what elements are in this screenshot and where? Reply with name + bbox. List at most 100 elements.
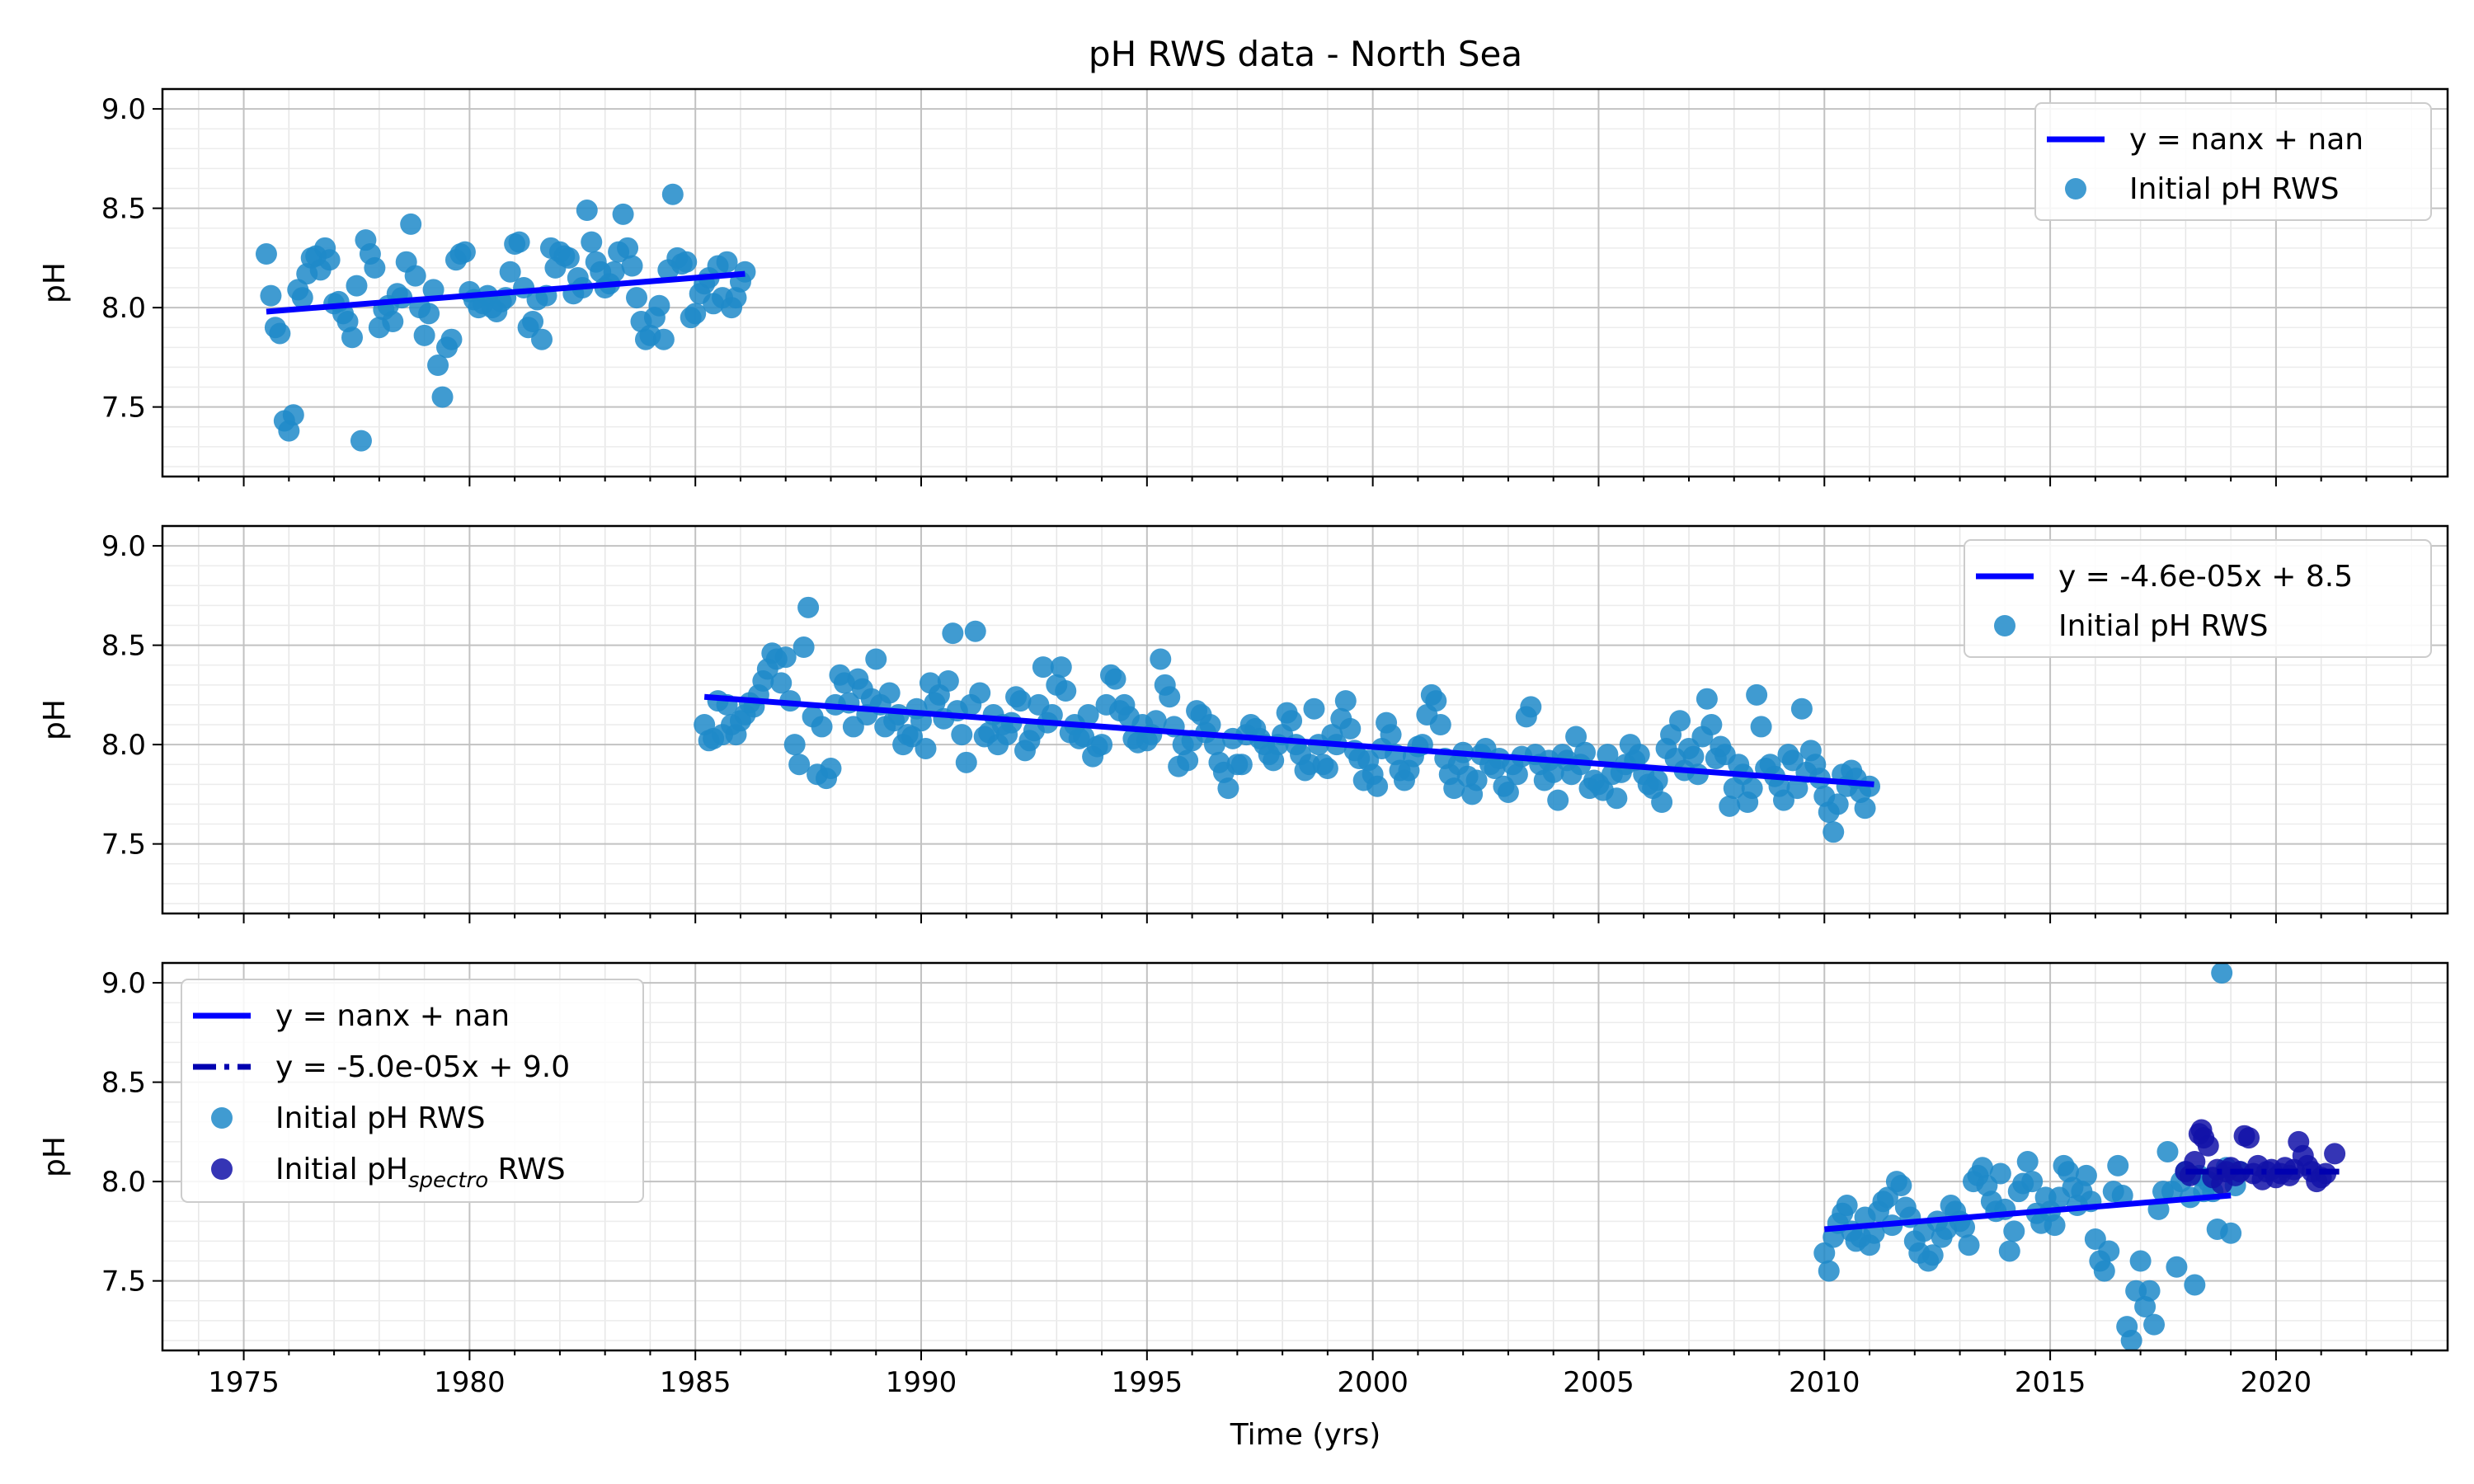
- data-point: [291, 287, 313, 309]
- data-point: [783, 734, 806, 756]
- data-point: [557, 247, 580, 269]
- series-initial-ph: [255, 183, 756, 452]
- data-point: [1104, 668, 1126, 690]
- data-point: [2016, 1151, 2039, 1173]
- data-point: [2220, 1222, 2242, 1244]
- data-point: [652, 328, 675, 350]
- legend-point-marker: [1994, 615, 2015, 636]
- data-point: [1597, 744, 1619, 766]
- legend: y = nanx + nan Initial pH RWS: [2034, 102, 2432, 221]
- data-point: [350, 430, 372, 452]
- data-point: [1746, 683, 1768, 706]
- data-point: [1628, 744, 1650, 766]
- y-tick-label: 8.5: [101, 193, 146, 226]
- y-tick-label: 8.0: [101, 1166, 146, 1199]
- data-point: [422, 279, 444, 301]
- axes-frame: [161, 524, 2449, 915]
- data-point: [2197, 1134, 2219, 1157]
- legend-label: Initial pH RWS: [2129, 172, 2339, 206]
- legend: y = nanx + nan y = -5.0e-05x + 9.0 Initial…: [181, 979, 644, 1203]
- data-point: [612, 203, 634, 225]
- data-point: [1854, 797, 1876, 819]
- data-point: [684, 303, 707, 325]
- data-point: [1823, 821, 1845, 843]
- data-point: [1050, 656, 1072, 679]
- data-point: [2143, 1313, 2166, 1336]
- y-tick-label: 8.0: [101, 729, 146, 762]
- data-point: [1230, 754, 1253, 776]
- data-point: [1077, 703, 1099, 726]
- data-point: [427, 355, 449, 377]
- data-point: [1159, 686, 1181, 708]
- data-point: [1719, 795, 1741, 817]
- data-point: [454, 241, 476, 263]
- data-point: [661, 183, 684, 205]
- data-point: [2075, 1164, 2097, 1186]
- legend-box: [2034, 102, 2432, 221]
- data-point: [1813, 1242, 1836, 1264]
- data-point: [1836, 1195, 1858, 1217]
- data-point: [269, 322, 291, 345]
- legend-box: [1964, 539, 2432, 658]
- data-point: [2044, 1214, 2066, 1237]
- panel-1: 7.5 8.0 8.5 9.0 pH y = nanx + nan Initial pH R…: [38, 87, 2449, 486]
- data-point: [626, 287, 648, 309]
- data-point: [774, 646, 797, 669]
- data-point: [1651, 791, 1673, 814]
- x-tick-label: 1980: [434, 1366, 506, 1399]
- data-point: [531, 328, 553, 350]
- data-point: [1366, 775, 1389, 797]
- data-point: [1199, 714, 1221, 736]
- fit-line: [703, 693, 1874, 787]
- x-tick-label: 2005: [1563, 1366, 1634, 1399]
- data-point: [1958, 1234, 1980, 1256]
- data-point: [576, 200, 598, 222]
- y-tick-label: 8.0: [101, 292, 146, 325]
- data-point: [341, 326, 364, 349]
- data-point: [431, 386, 454, 408]
- data-point: [2129, 1250, 2152, 1272]
- legend-suffix: RWS: [488, 1153, 565, 1186]
- data-point: [382, 311, 404, 332]
- legend-subscript: spectro: [408, 1168, 488, 1193]
- legend-label: Initial pH RWS: [2058, 609, 2268, 643]
- data-point: [400, 213, 422, 235]
- data-point: [820, 758, 842, 780]
- y-tick-label: 9.0: [101, 967, 146, 1000]
- fit-line: [266, 270, 745, 315]
- data-point: [969, 682, 991, 704]
- data-point: [1339, 717, 1362, 740]
- data-point: [1217, 777, 1239, 800]
- series-initial-ph: [1813, 963, 2251, 1350]
- data-point: [499, 261, 521, 283]
- data-point: [1316, 758, 1338, 780]
- data-point: [1971, 1157, 1993, 1179]
- legend-label: y = nanx + nan: [275, 999, 510, 1033]
- data-point: [2238, 1127, 2260, 1149]
- data-point: [418, 303, 440, 325]
- data-point: [282, 404, 304, 426]
- data-point: [346, 275, 368, 297]
- data-point: [716, 251, 738, 273]
- data-point: [508, 231, 530, 253]
- data-point: [1818, 1260, 1840, 1282]
- data-point: [2093, 1260, 2115, 1282]
- data-point: [788, 754, 811, 776]
- chart-panels: 7.5 8.0 8.5 9.0 pH y = nanx + nan Initial pH R…: [38, 87, 2449, 1399]
- data-point: [1150, 648, 1172, 670]
- legend-label: y = nanx + nan: [2129, 123, 2363, 157]
- data-point: [1682, 745, 1705, 768]
- data-point: [1921, 1244, 1944, 1266]
- data-point: [1334, 690, 1357, 712]
- x-tick-label: 1985: [660, 1366, 731, 1399]
- data-point: [1565, 726, 1587, 748]
- data-layer: [255, 183, 756, 452]
- data-point: [648, 294, 670, 317]
- data-point: [1281, 710, 1303, 732]
- data-point: [1203, 734, 1225, 756]
- data-point: [1786, 777, 1808, 800]
- data-point: [1750, 716, 1772, 738]
- legend-point-marker: [211, 1107, 233, 1129]
- data-point: [2098, 1240, 2120, 1262]
